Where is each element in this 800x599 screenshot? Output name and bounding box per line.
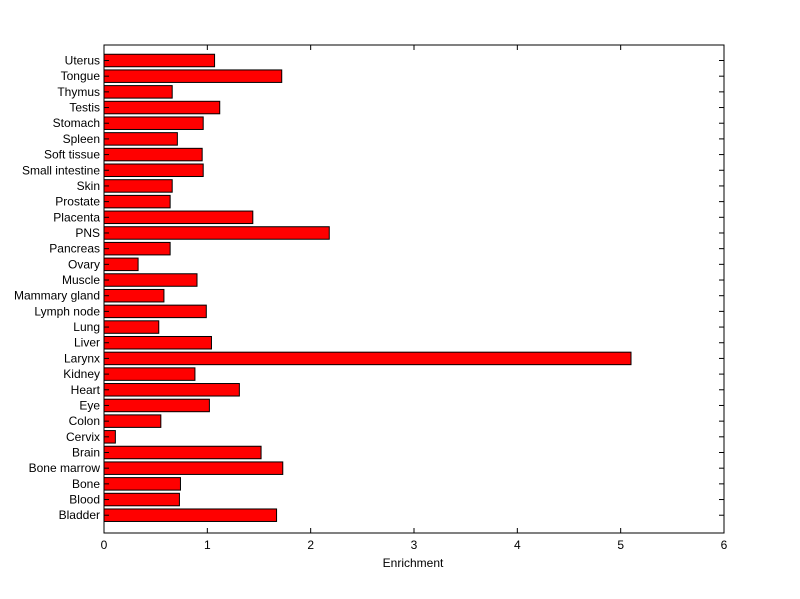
y-tick-label: Soft tissue	[44, 148, 100, 162]
x-tick-label: 2	[307, 538, 314, 552]
y-tick-label: Larynx	[64, 351, 100, 365]
bar-brain	[103, 445, 262, 460]
y-tick-label: PNS	[75, 226, 100, 240]
bar-small-intestine	[103, 163, 204, 178]
bar-tongue	[103, 69, 283, 83]
bar-placenta	[103, 210, 254, 225]
bar-kidney	[103, 367, 196, 381]
y-tick-label: Bone marrow	[29, 461, 101, 475]
bar-heart	[103, 383, 240, 397]
y-tick-label: Muscle	[62, 273, 100, 287]
bar-testis	[103, 100, 221, 115]
y-tick-label: Bone	[72, 477, 100, 491]
y-tick-label: Pancreas	[49, 242, 100, 256]
y-tick-label: Mammary gland	[14, 289, 100, 303]
bar-stomach	[103, 116, 204, 130]
bar-ovary	[103, 257, 139, 272]
y-tick-label: Liver	[74, 336, 100, 350]
y-tick-label: Spleen	[63, 132, 100, 146]
y-tick-label: Heart	[71, 383, 101, 397]
x-tick-label: 4	[514, 538, 521, 552]
y-tick-label: Kidney	[63, 367, 100, 381]
y-tick-label: Eye	[79, 398, 100, 412]
y-tick-label: Lung	[73, 320, 100, 334]
bar-thymus	[103, 85, 173, 99]
bar-lymph-node	[103, 304, 207, 319]
bars-group	[103, 53, 632, 522]
x-tick-label: 5	[617, 538, 624, 552]
x-tick-label: 1	[204, 538, 211, 552]
bar-pns	[103, 226, 330, 240]
bar-uterus	[103, 53, 216, 68]
y-tick-label: Testis	[69, 101, 100, 115]
y-tick-label: Thymus	[57, 85, 100, 99]
y-tick-label: Tongue	[61, 69, 101, 83]
bar-pancreas	[103, 241, 171, 256]
bar-soft-tissue	[103, 147, 203, 162]
y-tick-label: Skin	[77, 179, 100, 193]
bar-blood	[103, 492, 180, 507]
y-tick-label: Cervix	[66, 430, 100, 444]
bar-liver	[103, 335, 212, 350]
bar-lung	[103, 320, 160, 334]
y-tick-label: Bladder	[59, 508, 100, 522]
x-tick-label: 6	[721, 538, 728, 552]
y-tick-label: Ovary	[68, 257, 100, 271]
x-axis: 0 1 2 3 4 5 6	[101, 45, 728, 552]
y-tick-label: Small intestine	[22, 163, 100, 177]
y-tick-label: Uterus	[65, 54, 100, 68]
bar-prostate	[103, 194, 171, 209]
y-tick-label: Stomach	[53, 116, 100, 130]
bar-spleen	[103, 132, 178, 146]
y-tick-label: Brain	[72, 446, 100, 460]
bar-muscle	[103, 273, 198, 287]
y-tick-label: Blood	[69, 493, 100, 507]
y-tick-label: Placenta	[53, 210, 100, 224]
x-axis-label: Enrichment	[383, 556, 444, 570]
bar-bone-marrow	[103, 461, 284, 475]
bar-mammary-gland	[103, 288, 165, 303]
y-tick-label: Colon	[69, 414, 100, 428]
bar-bladder	[103, 508, 278, 522]
bar-eye	[103, 398, 210, 413]
x-tick-label: 0	[101, 538, 108, 552]
y-tick-label: Lymph node	[34, 304, 100, 318]
y-tick-label: Prostate	[55, 195, 100, 209]
bar-bone	[103, 477, 181, 491]
bar-skin	[103, 179, 173, 193]
bar-larynx	[103, 351, 632, 366]
x-tick-label: 3	[411, 538, 418, 552]
bar-colon	[103, 414, 162, 428]
